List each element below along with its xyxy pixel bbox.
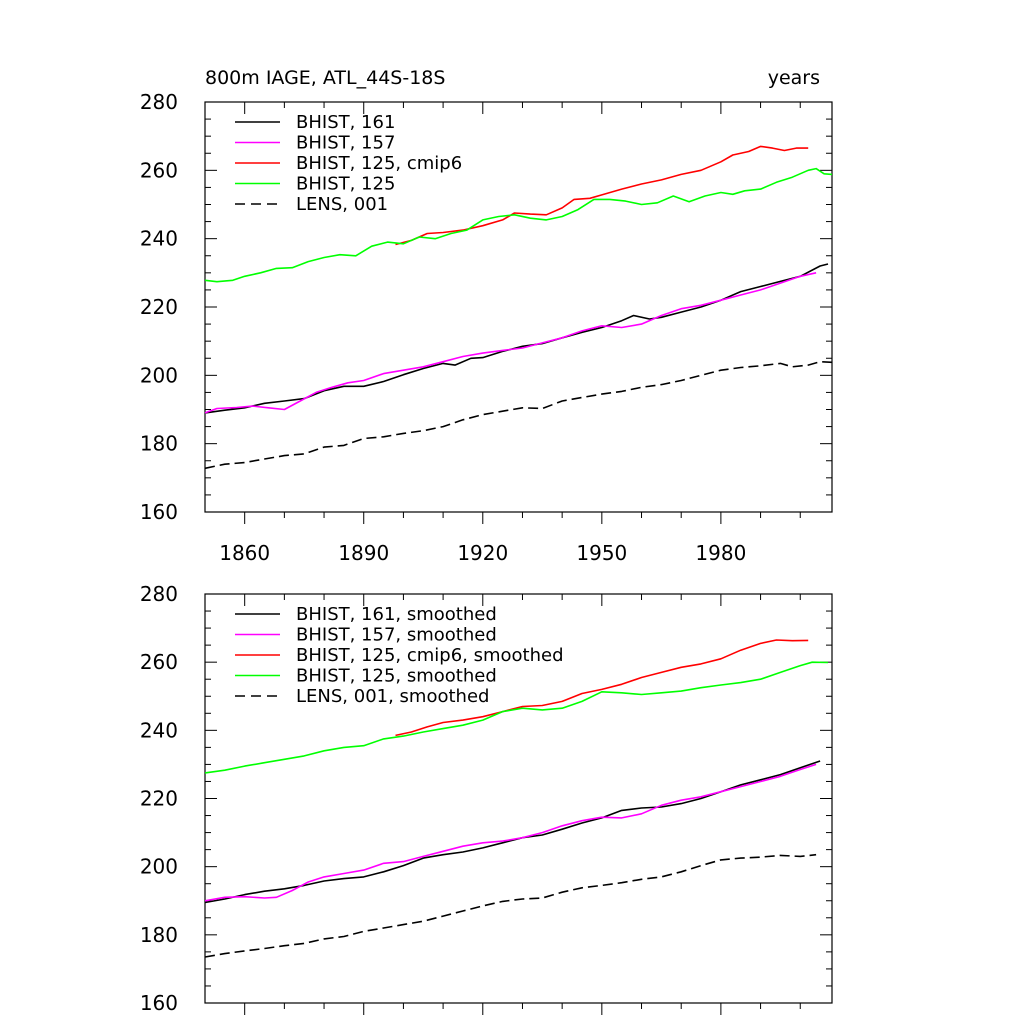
series-line-5 bbox=[204, 360, 833, 470]
legend-label: LENS, 001, smoothed bbox=[296, 686, 489, 707]
y-tick-label: 200 bbox=[140, 363, 178, 387]
y-tick-label: 160 bbox=[140, 500, 178, 524]
y-tick-label: 280 bbox=[140, 582, 178, 606]
series-line-5 bbox=[204, 853, 817, 958]
legend-label: BHIST, 125 bbox=[296, 174, 395, 195]
chart-panel-1: 800m IAGE, ATL_44S-18S years 160 180 200 220 2… bbox=[140, 67, 833, 565]
legend-label: BHIST, 125, cmip6 bbox=[296, 153, 462, 174]
series-line-3 bbox=[395, 639, 809, 737]
series-line-4 bbox=[204, 661, 829, 774]
legend-label: LENS, 001 bbox=[296, 194, 388, 215]
y-tick-label: 260 bbox=[140, 158, 178, 182]
series-line-1 bbox=[204, 263, 829, 414]
y-tick-label: 180 bbox=[140, 923, 178, 947]
y-tick-label: 240 bbox=[140, 227, 178, 251]
legend-label: BHIST, 161 bbox=[296, 112, 395, 133]
chart-units-label: years bbox=[768, 67, 820, 89]
chart-panel-2: 160 180 200 220 240 260 280 BHIST, 161, smoothe… bbox=[140, 582, 833, 1015]
x-tick-label: 1980 bbox=[695, 541, 746, 565]
series-line-1 bbox=[204, 760, 821, 904]
series-line-4 bbox=[204, 167, 833, 283]
y-tick-label: 220 bbox=[140, 787, 178, 811]
legend-label: BHIST, 125, cmip6, smoothed bbox=[296, 645, 564, 666]
legend-label: BHIST, 157 bbox=[296, 133, 395, 154]
y-tick-label: 240 bbox=[140, 718, 178, 742]
y-tick-label: 160 bbox=[140, 991, 178, 1015]
y-tick-label: 260 bbox=[140, 650, 178, 674]
legend-label: BHIST, 157, smoothed bbox=[296, 625, 497, 646]
y-tick-label: 280 bbox=[140, 90, 178, 114]
y-tick-label: 200 bbox=[140, 855, 178, 879]
y-tick-label: 220 bbox=[140, 295, 178, 319]
x-tick-label: 1950 bbox=[576, 541, 627, 565]
series-line-2 bbox=[204, 272, 817, 414]
y-tick-label: 180 bbox=[140, 432, 178, 456]
legend-label: BHIST, 161, smoothed bbox=[296, 604, 497, 625]
x-tick-label: 1860 bbox=[219, 541, 270, 565]
legend-label: BHIST, 125, smoothed bbox=[296, 666, 497, 687]
x-tick-label: 1920 bbox=[457, 541, 508, 565]
x-tick-label: 1890 bbox=[338, 541, 389, 565]
series-line-2 bbox=[204, 763, 817, 902]
chart-title: 800m IAGE, ATL_44S-18S bbox=[205, 67, 445, 89]
